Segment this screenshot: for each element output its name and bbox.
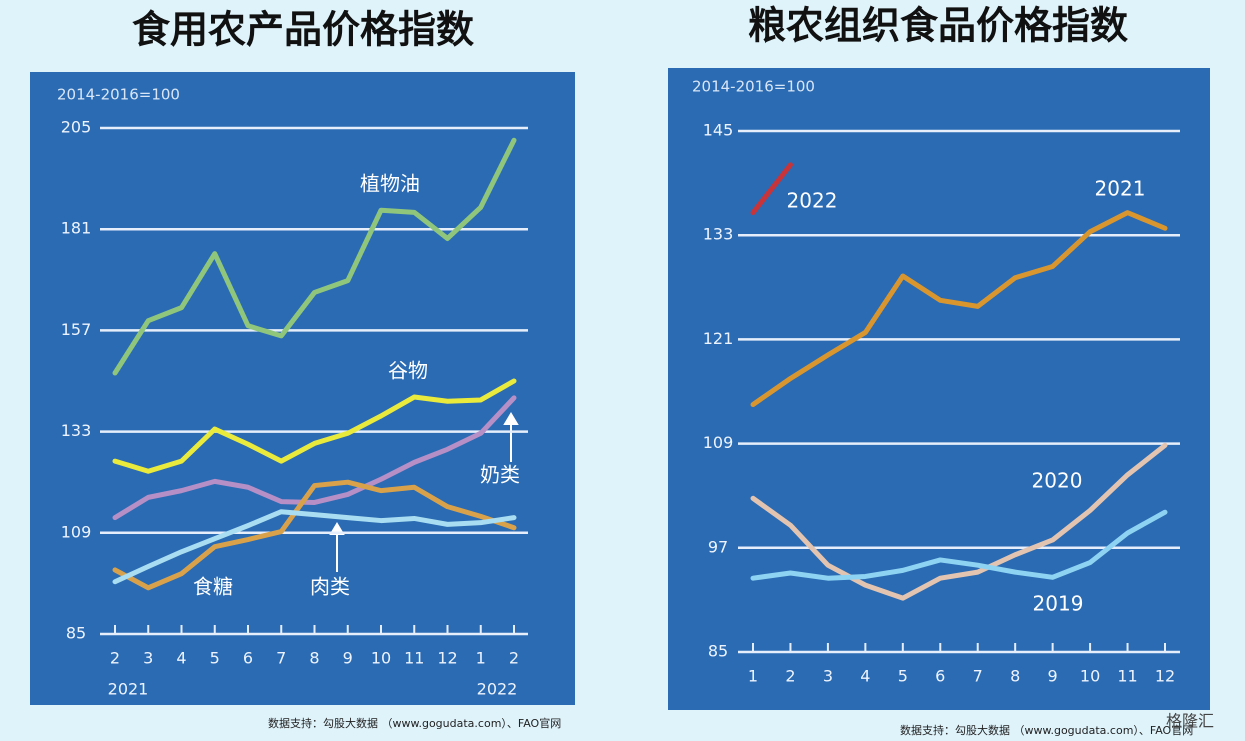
y-tick-label: 109 xyxy=(61,522,92,541)
series-line xyxy=(112,137,517,376)
series-label: 2021 xyxy=(1095,177,1146,201)
chart-title: 食用农产品价格指数 xyxy=(132,8,474,52)
y-tick-label: 145 xyxy=(703,121,734,140)
x-tick-label: 10 xyxy=(1080,667,1100,686)
y-tick-label: 181 xyxy=(61,219,92,238)
footnote: 数据支持：勾股大数据 （www.gogudata.com）、FAO官网 xyxy=(900,723,1193,737)
x-tick-label: 2 xyxy=(110,649,120,668)
x-tick-label: 8 xyxy=(1010,667,1020,686)
y-tick-label: 157 xyxy=(61,320,92,339)
x-tick-label: 4 xyxy=(176,649,186,668)
x-tick-label: 9 xyxy=(1048,667,1058,686)
y-tick-label: 85 xyxy=(66,624,86,643)
series-label: 谷物 xyxy=(388,359,428,383)
x-tick-label: 9 xyxy=(343,649,353,668)
x-tick-label: 5 xyxy=(210,649,220,668)
x-tick-label: 8 xyxy=(309,649,319,668)
series-label: 2022 xyxy=(787,189,838,213)
x-tick-label: 7 xyxy=(973,667,983,686)
panel xyxy=(30,72,575,705)
footnote: 数据支持：勾股大数据 （www.gogudata.com）、FAO官网 xyxy=(268,716,561,730)
series-label: 奶类 xyxy=(480,463,520,487)
x-tick-label: 1 xyxy=(476,649,486,668)
series-label: 食糖 xyxy=(193,575,233,599)
x-tick-label: 3 xyxy=(143,649,153,668)
series-label: 2020 xyxy=(1032,469,1083,493)
arrow-head xyxy=(503,412,519,425)
x-tick-label: 11 xyxy=(404,649,424,668)
x-tick-label: 5 xyxy=(898,667,908,686)
y-tick-label: 133 xyxy=(703,225,734,244)
x-tick-label: 11 xyxy=(1117,667,1137,686)
series-line xyxy=(112,378,517,474)
series-line xyxy=(750,442,1168,601)
x-tick-label: 2 xyxy=(785,667,795,686)
series-label: 肉类 xyxy=(310,575,350,599)
chart-title: 粮农组织食品价格指数 xyxy=(748,4,1128,48)
series-line xyxy=(750,162,793,216)
x-tick-label: 4 xyxy=(860,667,870,686)
x-tick-label: 6 xyxy=(935,667,945,686)
x-year-label: 2022 xyxy=(477,680,518,699)
y-tick-label: 205 xyxy=(61,118,92,137)
x-tick-label: 7 xyxy=(276,649,286,668)
y-tick-label: 121 xyxy=(703,329,734,348)
y-tick-label: 109 xyxy=(703,433,734,452)
x-tick-label: 6 xyxy=(243,649,253,668)
series-line xyxy=(750,509,1168,581)
series-line xyxy=(112,395,517,521)
logo: 格隆汇 xyxy=(1166,712,1214,731)
x-tick-label: 12 xyxy=(437,649,457,668)
x-tick-label: 3 xyxy=(823,667,833,686)
y-tick-label: 97 xyxy=(708,537,728,556)
series-label: 植物油 xyxy=(360,172,420,196)
x-tick-label: 2 xyxy=(509,649,519,668)
series-line xyxy=(750,210,1168,408)
note: 2014-2016=100 xyxy=(692,78,815,96)
y-tick-label: 133 xyxy=(61,421,92,440)
series-line xyxy=(112,479,517,591)
series-line xyxy=(112,509,517,585)
panel xyxy=(668,68,1210,710)
y-tick-label: 85 xyxy=(708,642,728,661)
series-label: 2019 xyxy=(1033,592,1084,616)
x-tick-label: 1 xyxy=(748,667,758,686)
x-year-label: 2021 xyxy=(108,680,149,699)
x-tick-label: 12 xyxy=(1155,667,1175,686)
note: 2014-2016=100 xyxy=(57,86,180,104)
x-tick-label: 10 xyxy=(371,649,391,668)
